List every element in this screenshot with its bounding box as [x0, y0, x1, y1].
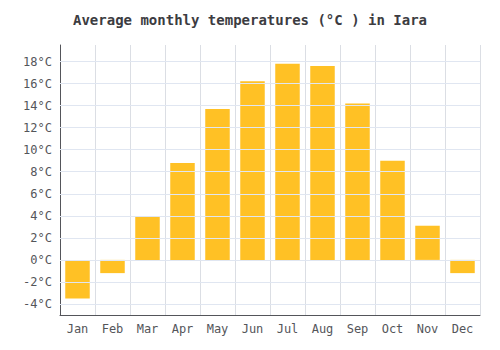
- svg-text:May: May: [207, 322, 229, 336]
- svg-text:Feb: Feb: [102, 322, 124, 336]
- svg-text:18°C: 18°C: [23, 55, 52, 69]
- svg-text:-4°C: -4°C: [23, 297, 52, 311]
- svg-text:10°C: 10°C: [23, 143, 52, 157]
- svg-text:Sep: Sep: [347, 322, 369, 336]
- svg-text:Oct: Oct: [382, 322, 404, 336]
- svg-text:4°C: 4°C: [30, 209, 52, 223]
- svg-text:2°C: 2°C: [30, 231, 52, 245]
- svg-text:Mar: Mar: [137, 322, 159, 336]
- svg-text:Apr: Apr: [172, 322, 194, 336]
- svg-text:Jul: Jul: [277, 322, 299, 336]
- svg-text:0°C: 0°C: [30, 253, 52, 267]
- svg-text:Jan: Jan: [67, 322, 89, 336]
- svg-text:-2°C: -2°C: [23, 275, 52, 289]
- svg-text:6°C: 6°C: [30, 187, 52, 201]
- svg-text:Average monthly temperatures (: Average monthly temperatures (°C ) in Ia…: [73, 12, 427, 28]
- svg-text:8°C: 8°C: [30, 165, 52, 179]
- svg-text:Dec: Dec: [452, 322, 474, 336]
- svg-text:Jun: Jun: [242, 322, 264, 336]
- svg-text:12°C: 12°C: [23, 121, 52, 135]
- svg-text:Nov: Nov: [417, 322, 439, 336]
- svg-text:14°C: 14°C: [23, 99, 52, 113]
- svg-text:16°C: 16°C: [23, 77, 52, 91]
- svg-text:Aug: Aug: [312, 322, 334, 336]
